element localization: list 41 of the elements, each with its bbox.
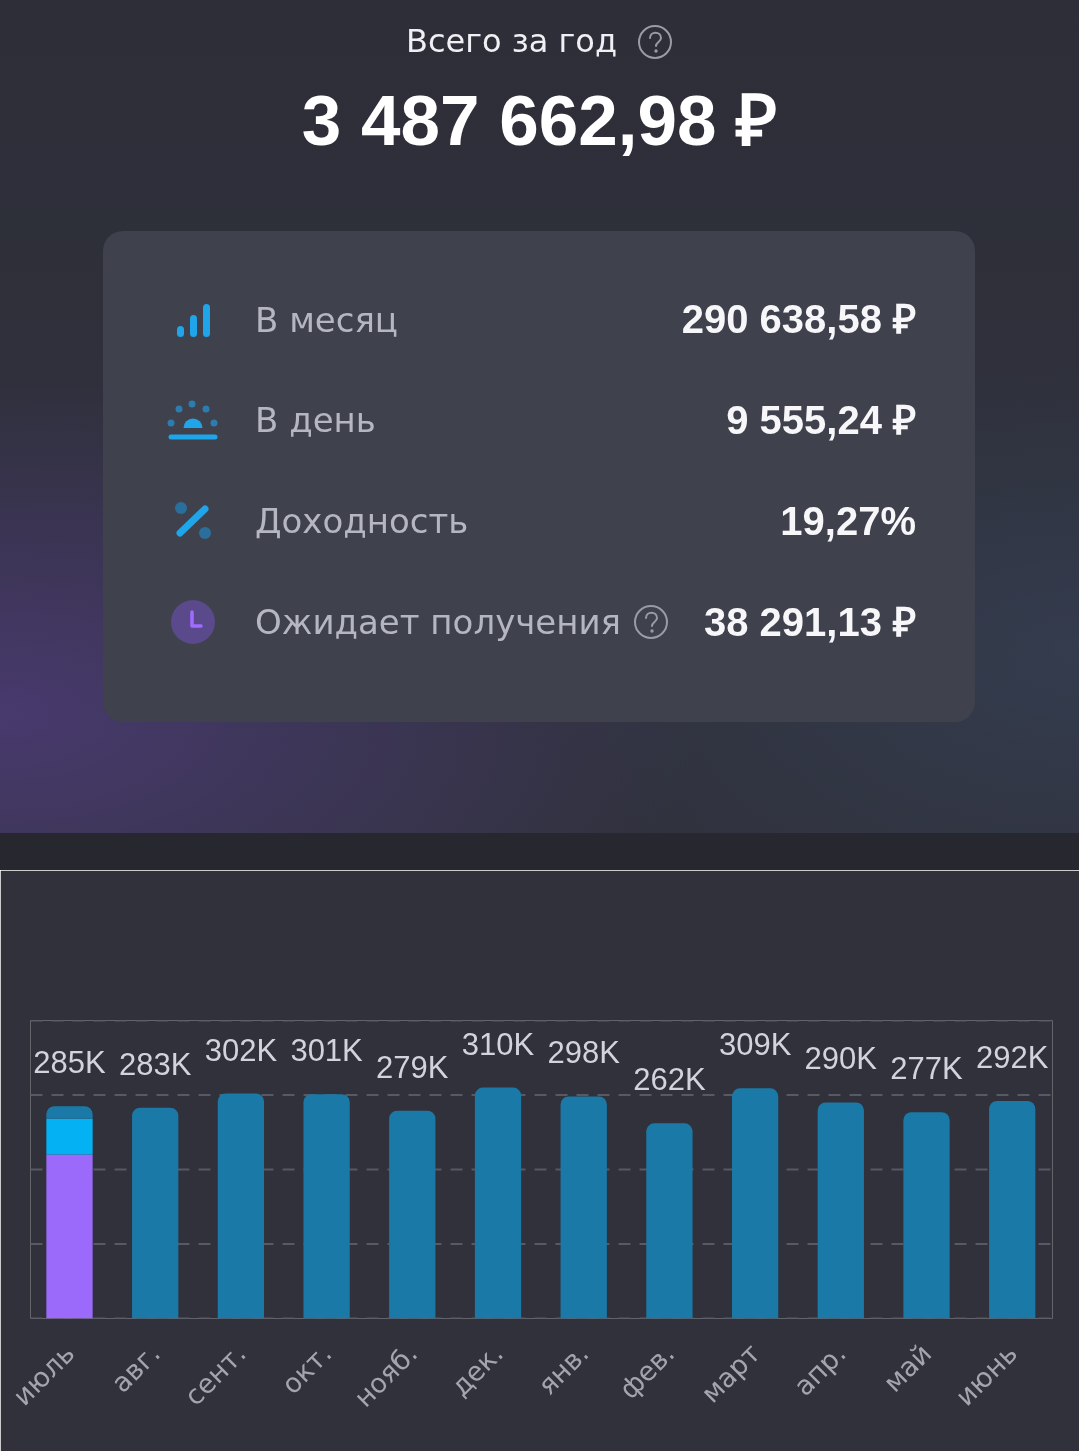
text: Ожидает получения bbox=[255, 600, 623, 644]
text: 9 555,24 ₽ bbox=[726, 397, 916, 445]
data-label: 298K bbox=[547, 1035, 621, 1071]
x-tick-label: авг. bbox=[105, 1337, 167, 1399]
chart-subtitle: 3 487 662,98 ₽ bbox=[301, 80, 778, 163]
x-tick-label: апр. bbox=[787, 1337, 852, 1402]
bar bbox=[989, 1100, 1036, 1319]
bar bbox=[731, 1088, 779, 1319]
data-label: 283K bbox=[119, 1046, 192, 1082]
bar bbox=[303, 1094, 350, 1319]
data-label: 309K bbox=[718, 1027, 792, 1063]
text: В месяц bbox=[255, 298, 398, 342]
text: 38 291,13 ₽ bbox=[703, 598, 916, 646]
bar bbox=[560, 1096, 607, 1319]
data-label: 290K bbox=[804, 1041, 878, 1077]
data-label: 310K bbox=[461, 1026, 535, 1062]
bar bbox=[46, 1106, 93, 1119]
data-label: 279K bbox=[376, 1049, 449, 1085]
bar bbox=[132, 1107, 179, 1319]
x-tick-label: окт. bbox=[275, 1337, 338, 1400]
text: Доходность bbox=[255, 500, 469, 544]
bar bbox=[474, 1087, 522, 1319]
bar bbox=[217, 1093, 265, 1319]
data-label: 301K bbox=[290, 1033, 364, 1069]
bar bbox=[903, 1112, 950, 1319]
bar bbox=[389, 1110, 436, 1319]
bar bbox=[817, 1102, 864, 1319]
data-label: 262K bbox=[633, 1062, 706, 1098]
x-tick-label: фев. bbox=[613, 1337, 681, 1405]
x-tick-label: янв. bbox=[531, 1337, 595, 1401]
data-label: 292K bbox=[976, 1039, 1049, 1075]
data-label: 277K bbox=[890, 1051, 964, 1087]
bar bbox=[646, 1123, 693, 1319]
total-label: 285K bbox=[33, 1045, 107, 1081]
bar bbox=[46, 1118, 93, 1155]
text: 19,27% bbox=[780, 497, 916, 545]
text: В день bbox=[255, 399, 376, 443]
bar bbox=[46, 1154, 93, 1319]
chart-title: Всего за год bbox=[405, 21, 618, 63]
text: 290 638,58 ₽ bbox=[681, 296, 916, 344]
data-label: 302K bbox=[204, 1032, 278, 1068]
